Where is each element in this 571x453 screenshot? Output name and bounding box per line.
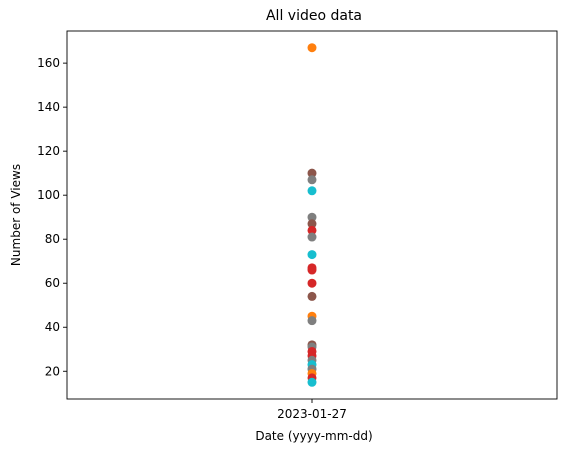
y-tick-label: 120 <box>37 144 60 158</box>
y-tick-label: 100 <box>37 188 60 202</box>
y-tick-label: 140 <box>37 100 60 114</box>
data-points <box>307 43 317 387</box>
data-point <box>307 250 317 260</box>
y-tick-label: 160 <box>37 56 60 70</box>
y-axis-ticks: 20 40 60 80 100 120 140 160 <box>37 56 67 378</box>
y-tick-label: 20 <box>45 364 60 378</box>
data-point <box>307 43 317 53</box>
data-point <box>307 278 317 288</box>
y-tick-label: 80 <box>45 232 60 246</box>
y-axis-label: Number of Views <box>9 164 23 266</box>
data-point <box>307 212 317 222</box>
data-point <box>307 225 317 235</box>
y-tick-label: 40 <box>45 320 60 334</box>
x-axis-label: Date (yyyy-mm-dd) <box>255 429 372 443</box>
data-point <box>307 232 317 242</box>
data-point <box>307 291 317 301</box>
data-point <box>307 186 317 196</box>
data-point <box>307 377 317 387</box>
data-point <box>307 168 317 178</box>
plot-area-frame <box>66 30 558 400</box>
data-point <box>307 175 317 185</box>
y-tick-label: 60 <box>45 276 60 290</box>
data-point <box>307 219 317 229</box>
data-point <box>307 265 317 275</box>
data-point <box>307 316 317 326</box>
chart-title: All video data <box>266 8 362 24</box>
x-tick-label: 2023-01-27 <box>277 407 347 421</box>
x-axis-ticks: 2023-01-27 <box>277 399 347 421</box>
